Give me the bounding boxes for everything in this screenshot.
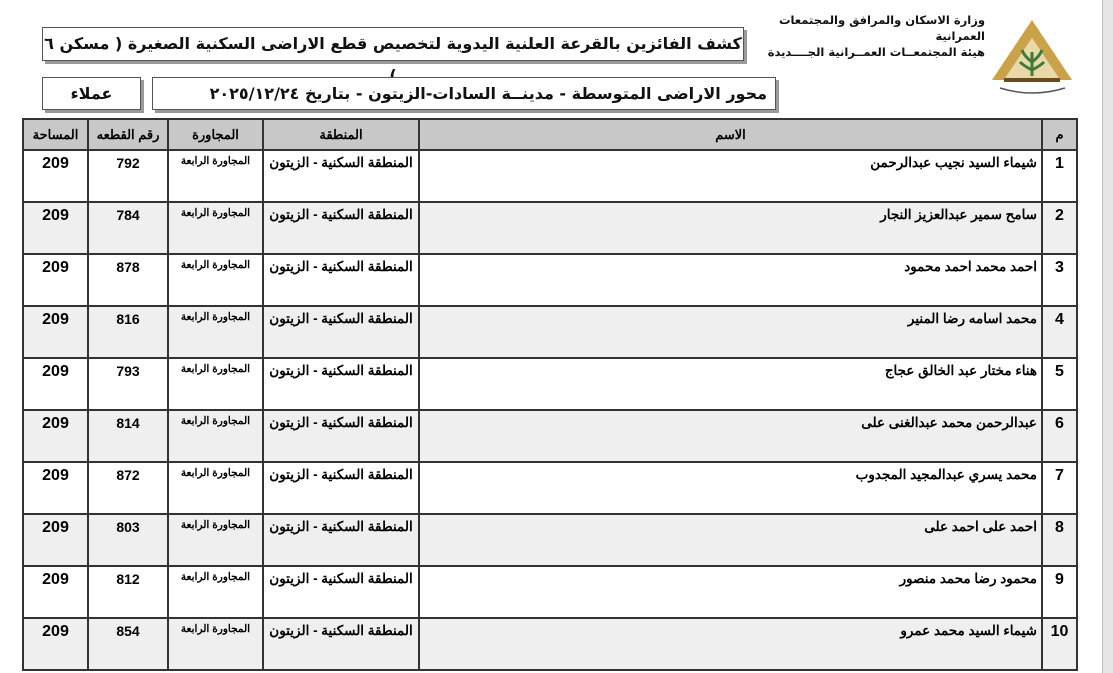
cell-area: 209 <box>22 149 89 203</box>
cell-zone: المنطقة السكنية - الزيتون <box>262 149 420 203</box>
cell-zone: المنطقة السكنية - الزيتون <box>262 565 420 619</box>
cell-plot: 812 <box>87 565 169 619</box>
table-row: 7 محمد يسري عبدالمجيد المجدوب المنطقة السك… <box>22 461 1078 515</box>
cell-plot: 872 <box>87 461 169 515</box>
cell-m: 1 <box>1041 149 1078 203</box>
table-row: 8 احمد على احمد على المنطقة السكنية - الزي… <box>22 513 1078 567</box>
cell-zone: المنطقة السكنية - الزيتون <box>262 305 420 359</box>
cell-name: محمد اسامه رضا المنير <box>418 305 1043 359</box>
cell-m: 4 <box>1041 305 1078 359</box>
cell-m: 7 <box>1041 461 1078 515</box>
cell-area: 209 <box>22 253 89 307</box>
cell-name: احمد على احمد على <box>418 513 1043 567</box>
cell-neighborhood: المجاورة الرابعة <box>167 409 264 463</box>
cell-neighborhood: المجاورة الرابعة <box>167 149 264 203</box>
cell-area: 209 <box>22 565 89 619</box>
cell-neighborhood: المجاورة الرابعة <box>167 201 264 255</box>
cell-neighborhood: المجاورة الرابعة <box>167 565 264 619</box>
cell-name: محمد يسري عبدالمجيد المجدوب <box>418 461 1043 515</box>
col-neighborhood: المجاورة <box>167 118 264 151</box>
cell-plot: 878 <box>87 253 169 307</box>
cell-m: 8 <box>1041 513 1078 567</box>
cell-neighborhood: المجاورة الرابعة <box>167 513 264 567</box>
table-row: 1 شيماء السيد نجيب عبدالرحمن المنطقة السكن… <box>22 149 1078 203</box>
subtitle-text: محور الاراضى المتوسطة - مدينــة السادات-… <box>209 84 767 103</box>
cell-plot: 854 <box>87 617 169 671</box>
cell-plot: 792 <box>87 149 169 203</box>
col-m: م <box>1041 118 1078 151</box>
table-row: 10 شيماء السيد محمد عمرو المنطقة السكنية -… <box>22 617 1078 671</box>
category-label: عملاء <box>42 77 141 110</box>
table-row: 9 محمود رضا محمد منصور المنطقة السكنية - ا… <box>22 565 1078 619</box>
authority-logo-icon <box>992 20 1072 94</box>
col-area: المساحة <box>22 118 89 151</box>
cell-plot: 784 <box>87 201 169 255</box>
table-row: 4 محمد اسامه رضا المنير المنطقة السكنية - … <box>22 305 1078 359</box>
cell-area: 209 <box>22 409 89 463</box>
cell-zone: المنطقة السكنية - الزيتون <box>262 461 420 515</box>
cell-neighborhood: المجاورة الرابعة <box>167 461 264 515</box>
cell-name: احمد محمد احمد محمود <box>418 253 1043 307</box>
cell-m: 5 <box>1041 357 1078 411</box>
cell-m: 3 <box>1041 253 1078 307</box>
cell-m: 9 <box>1041 565 1078 619</box>
cell-area: 209 <box>22 513 89 567</box>
document-title: كشف الفائزين بالقرعة العلنية اليدوية لتخ… <box>42 27 744 85</box>
cell-name: شيماء السيد نجيب عبدالرحمن <box>418 149 1043 203</box>
document-subtitle: محور الاراضى المتوسطة - مدينــة السادات-… <box>152 77 776 110</box>
ministry-line-2: هيئة المجتمعــات العمــرانية الجــــديدة <box>767 45 985 59</box>
col-zone: المنطقة <box>262 118 420 151</box>
cell-name: محمود رضا محمد منصور <box>418 565 1043 619</box>
table-row: 6 عبدالرحمن محمد عبدالغنى على المنطقة السك… <box>22 409 1078 463</box>
cell-zone: المنطقة السكنية - الزيتون <box>262 617 420 671</box>
cell-name: عبدالرحمن محمد عبدالغنى على <box>418 409 1043 463</box>
table-row: 2 سامح سمير عبدالعزيز النجار المنطقة السكن… <box>22 201 1078 255</box>
cell-plot: 793 <box>87 357 169 411</box>
cell-area: 209 <box>22 305 89 359</box>
page-edge <box>1102 0 1113 673</box>
cell-zone: المنطقة السكنية - الزيتون <box>262 253 420 307</box>
cell-neighborhood: المجاورة الرابعة <box>167 305 264 359</box>
cell-name: شيماء السيد محمد عمرو <box>418 617 1043 671</box>
cell-zone: المنطقة السكنية - الزيتون <box>262 409 420 463</box>
cell-m: 2 <box>1041 201 1078 255</box>
cell-area: 209 <box>22 357 89 411</box>
cell-m: 6 <box>1041 409 1078 463</box>
col-name: الاسم <box>418 118 1043 151</box>
cell-name: سامح سمير عبدالعزيز النجار <box>418 201 1043 255</box>
cell-name: هناء مختار عبد الخالق عجاج <box>418 357 1043 411</box>
cell-neighborhood: المجاورة الرابعة <box>167 617 264 671</box>
table-row: 5 هناء مختار عبد الخالق عجاج المنطقة السكن… <box>22 357 1078 411</box>
table-header-row: م الاسم المنطقة المجاورة رقم القطعه المس… <box>22 118 1078 151</box>
cell-m: 10 <box>1041 617 1078 671</box>
table-row: 3 احمد محمد احمد محمود المنطقة السكنية - ا… <box>22 253 1078 307</box>
winners-table: م الاسم المنطقة المجاورة رقم القطعه المس… <box>22 118 1078 671</box>
cell-area: 209 <box>22 201 89 255</box>
ministry-heading: وزارة الاسكان والمرافق والمجتمعات العمرا… <box>745 12 985 60</box>
cell-zone: المنطقة السكنية - الزيتون <box>262 201 420 255</box>
cell-plot: 803 <box>87 513 169 567</box>
cell-plot: 814 <box>87 409 169 463</box>
cell-zone: المنطقة السكنية - الزيتون <box>262 357 420 411</box>
cell-zone: المنطقة السكنية - الزيتون <box>262 513 420 567</box>
ministry-line-1: وزارة الاسكان والمرافق والمجتمعات العمرا… <box>778 13 985 43</box>
cell-plot: 816 <box>87 305 169 359</box>
cell-neighborhood: المجاورة الرابعة <box>167 357 264 411</box>
cell-neighborhood: المجاورة الرابعة <box>167 253 264 307</box>
cell-area: 209 <box>22 461 89 515</box>
cell-area: 209 <box>22 617 89 671</box>
col-plot: رقم القطعه <box>87 118 169 151</box>
